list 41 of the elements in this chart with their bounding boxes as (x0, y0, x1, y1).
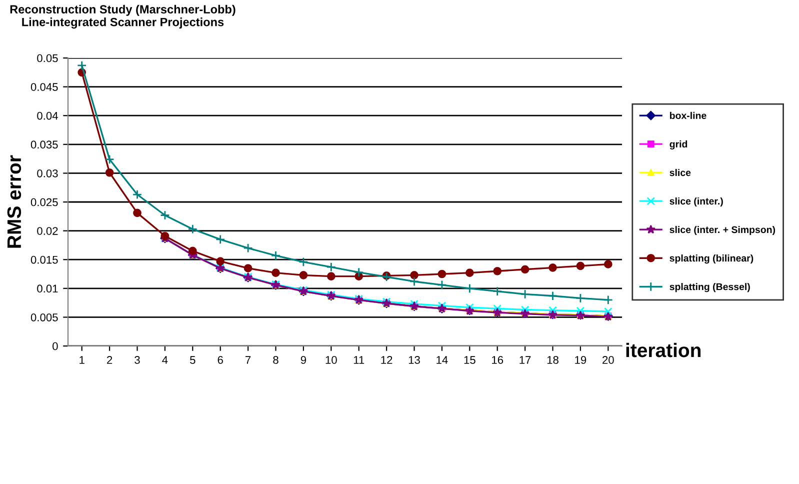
y-tick-label: 0.025 (30, 198, 58, 206)
x-tick-label: 18 (547, 356, 558, 364)
x-tick-label: 8 (273, 356, 278, 364)
y-tick-label: 0.035 (30, 140, 58, 149)
x-tick-label: 19 (575, 356, 586, 364)
x-tick-label: 2 (107, 356, 112, 364)
y-tick-label: 0.015 (30, 256, 58, 264)
y-tick-label: 0.05 (37, 54, 58, 62)
y-tick-label: 0.005 (30, 313, 58, 322)
x-tick-label: 11 (354, 356, 364, 364)
x-tick-label: 15 (464, 356, 476, 364)
y-tick-label: 0.03 (37, 169, 58, 178)
legend-label: slice (670, 168, 691, 176)
x-tick-label: 5 (190, 356, 196, 364)
x-axis-title: iteration (626, 342, 700, 358)
legend-label: grid (670, 140, 688, 150)
y-axis-title: RMS error (7, 155, 22, 248)
x-tick-label: 16 (492, 356, 504, 364)
x-tick-label: 10 (326, 356, 337, 364)
y-tick-label: 0 (52, 342, 58, 350)
y-tick-label: 0.04 (37, 112, 58, 120)
legend-label: box-line (670, 112, 706, 120)
x-tick-label: 13 (408, 356, 420, 364)
legend-label: splatting (bilinear) (670, 254, 754, 264)
y-tick-label: 0.01 (37, 284, 58, 293)
legend-label: splatting (Bessel) (670, 283, 750, 292)
y-tick-label: 0.02 (37, 227, 58, 235)
x-tick-label: 1 (80, 356, 84, 364)
chart-title: Reconstruction Study (Marschner-Lobb) Line-integrated Scanner Projections (10, 4, 236, 29)
y-tick-label: 0.045 (30, 83, 58, 91)
x-tick-label: 17 (520, 356, 531, 364)
x-tick-label: 6 (218, 356, 223, 364)
x-tick-label: 9 (300, 356, 306, 364)
x-tick-label: 7 (246, 356, 251, 364)
x-tick-label: 20 (602, 356, 614, 364)
x-tick-label: 14 (436, 356, 448, 364)
x-tick-label: 4 (162, 356, 168, 364)
legend-label: slice (inter. + Simpson) (670, 226, 776, 236)
legend-label: slice (inter.) (670, 197, 723, 207)
x-tick-label: 3 (134, 356, 140, 364)
x-tick-label: 12 (381, 356, 392, 364)
